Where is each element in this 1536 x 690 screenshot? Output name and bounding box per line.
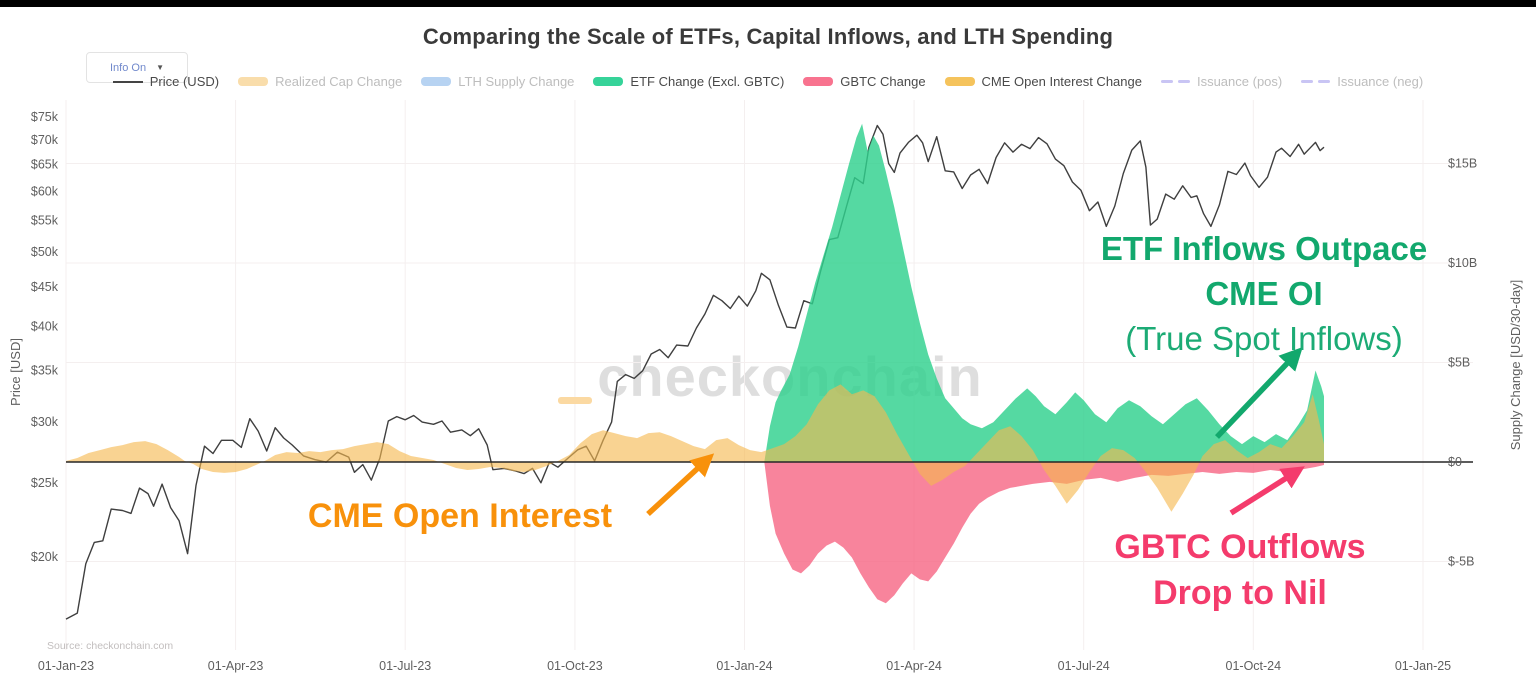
legend-item-price-usd-[interactable]: Price (USD) [112, 74, 220, 89]
x-axis-tick: 01-Jan-24 [716, 659, 772, 673]
legend-item-lth-supply-change[interactable]: LTH Supply Change [421, 74, 574, 89]
legend-label: Issuance (neg) [1337, 74, 1424, 89]
area-etf-change-excl-gbtc- [764, 123, 1324, 462]
legend-swatch [944, 77, 975, 86]
left-axis-tick: $25k [31, 476, 59, 490]
legend-item-cme-open-interest-change[interactable]: CME Open Interest Change [944, 74, 1142, 89]
left-axis-tick: $70k [31, 133, 59, 147]
x-axis-tick: 01-Apr-24 [886, 659, 942, 673]
info-toggle-label: Info On [110, 61, 147, 74]
legend-swatch [112, 80, 143, 83]
legend-label: CME Open Interest Change [981, 74, 1142, 89]
left-axis-tick: $65k [31, 158, 59, 172]
legend-label: Issuance (pos) [1196, 74, 1283, 89]
x-axis-tick: 01-Jan-23 [38, 659, 94, 673]
left-axis-tick: $35k [31, 364, 59, 378]
x-axis-tick: 01-Jul-23 [379, 659, 431, 673]
legend-swatch [1160, 80, 1190, 83]
legend-label: LTH Supply Change [458, 74, 575, 89]
legend-label: Price (USD) [149, 74, 220, 89]
left-axis-tick: $50k [31, 245, 59, 259]
realized-cap-trace-fragment [558, 397, 592, 404]
right-axis-tick: $-5B [1448, 555, 1474, 569]
area-cme-open-interest-change [66, 384, 1324, 512]
left-axis-tick: $40k [31, 319, 59, 333]
right-axis-tick: $0 [1448, 455, 1462, 469]
left-axis-tick: $20k [31, 550, 59, 564]
x-axis-tick: 01-Oct-24 [1226, 659, 1282, 673]
x-axis-tick: 01-Oct-23 [547, 659, 603, 673]
legend-item-issuance-neg-[interactable]: Issuance (neg) [1301, 74, 1423, 89]
cme-arrow [646, 453, 715, 517]
left-axis-title: Price [USD] [8, 338, 23, 406]
legend-item-etf-change-excl-gbtc-[interactable]: ETF Change (Excl. GBTC) [593, 74, 784, 89]
left-axis-tick: $60k [31, 184, 59, 198]
etf-arrow [1215, 346, 1303, 439]
legend-item-gbtc-change[interactable]: GBTC Change [803, 74, 926, 89]
left-axis-tick: $55k [31, 213, 59, 227]
gbtc-arrow [1229, 466, 1305, 516]
top-black-bar [0, 0, 1536, 7]
left-axis-tick: $45k [31, 280, 59, 294]
legend-swatch [803, 77, 834, 86]
chart-title: Comparing the Scale of ETFs, Capital Inf… [422, 24, 1114, 49]
caret-down-icon: ▼ [156, 63, 164, 72]
legend: Price (USD) Realized Cap Change LTH Supply… [0, 74, 1536, 89]
x-axis-tick: 01-Jan-25 [1395, 659, 1451, 673]
legend-label: ETF Change (Excl. GBTC) [630, 74, 785, 89]
source-credit: Source: checkonchain.com [47, 640, 174, 652]
right-axis-title: Supply Change [USD/30-day] [1508, 280, 1523, 451]
legend-swatch [238, 77, 269, 86]
price-line [65, 124, 1325, 620]
left-axis-tick: $30k [31, 415, 59, 429]
left-axis-tick: $75k [31, 110, 59, 124]
legend-swatch [593, 77, 624, 86]
legend-label: GBTC Change [840, 74, 926, 89]
x-axis-tick: 01-Jul-24 [1058, 659, 1110, 673]
legend-swatch [1301, 80, 1331, 83]
right-axis-tick: $15B [1448, 157, 1477, 171]
area-gbtc-change [764, 462, 1324, 604]
legend-swatch [421, 77, 452, 86]
legend-item-realized-cap-change[interactable]: Realized Cap Change [238, 74, 402, 89]
info-toggle-button[interactable]: Info On ▼ [86, 52, 188, 83]
right-axis-tick: $10B [1448, 256, 1477, 270]
legend-item-issuance-pos-[interactable]: Issuance (pos) [1160, 74, 1283, 89]
legend-label: Realized Cap Change [275, 74, 403, 89]
x-axis-tick: 01-Apr-23 [208, 659, 264, 673]
right-axis-tick: $5B [1448, 356, 1470, 370]
